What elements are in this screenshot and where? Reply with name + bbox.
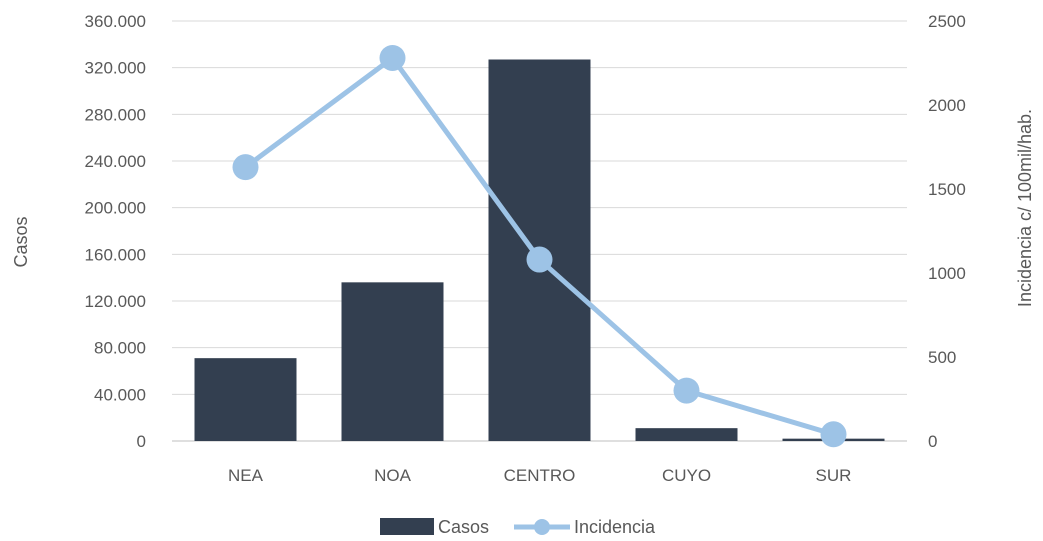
incidencia-marker (232, 154, 259, 181)
bar (341, 282, 444, 441)
incidencia-marker (820, 421, 847, 448)
left-axis-ticks: 0 40.000 80.000 120.000 160.000 200.000 240.00… (85, 12, 146, 451)
x-axis-tick-label: CENTRO (504, 466, 576, 485)
legend-label-casos: Casos (438, 517, 489, 537)
legend: Casos Incidencia (380, 517, 656, 537)
x-axis-tick-label: NEA (228, 466, 264, 485)
x-axis-tick-label: CUYO (662, 466, 711, 485)
x-axis-ticks: NEA NOA CENTRO CUYO SUR (228, 466, 851, 485)
legend-swatch-casos (380, 518, 434, 535)
left-axis-tick-label: 200.000 (85, 199, 146, 218)
left-axis-tick-label: 40.000 (94, 385, 146, 404)
right-axis-tick-label: 2000 (928, 96, 966, 115)
right-axis-tick-label: 1000 (928, 264, 966, 283)
bar (635, 428, 738, 441)
left-axis-tick-label: 320.000 (85, 59, 146, 78)
right-axis-tick-label: 1500 (928, 180, 966, 199)
left-axis-tick-label: 360.000 (85, 12, 146, 31)
x-axis-tick-label: NOA (374, 466, 412, 485)
right-axis-tick-label: 2500 (928, 12, 966, 31)
legend-label-incidencia: Incidencia (574, 517, 656, 537)
y-axis-left-title: Casos (11, 216, 31, 267)
bar (194, 358, 297, 441)
left-axis-tick-label: 240.000 (85, 152, 146, 171)
x-axis-tick-label: SUR (816, 466, 852, 485)
legend-swatch-incidencia-marker (534, 519, 550, 535)
incidencia-marker (673, 377, 700, 404)
line-series (232, 44, 847, 448)
left-axis-tick-label: 80.000 (94, 339, 146, 358)
left-axis-tick-label: 160.000 (85, 245, 146, 264)
left-axis-tick-label: 280.000 (85, 105, 146, 124)
right-axis-tick-label: 500 (928, 348, 956, 367)
incidencia-marker (379, 44, 406, 71)
right-axis-ticks: 0 500 1000 1500 2000 2500 (928, 12, 966, 451)
y-axis-right-title: Incidencia c/ 100mil/hab. (1015, 109, 1035, 307)
left-axis-tick-label: 0 (137, 432, 146, 451)
left-axis-tick-label: 120.000 (85, 292, 146, 311)
right-axis-tick-label: 0 (928, 432, 937, 451)
incidencia-marker (526, 246, 553, 273)
